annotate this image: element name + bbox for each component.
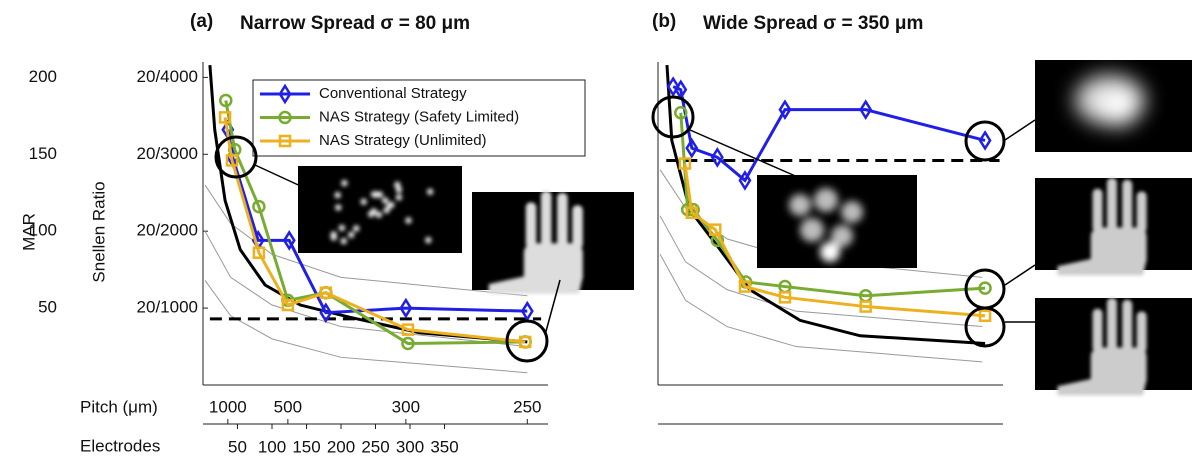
y2-tick-label: 20/3000 — [137, 144, 198, 163]
x2-tick-label: 300 — [392, 397, 420, 416]
y2-tick-label: 20/1000 — [137, 298, 198, 317]
marker — [253, 201, 264, 212]
marker — [220, 95, 231, 106]
y2-axis-label: Snellen Ratio — [89, 181, 108, 282]
marker — [522, 303, 532, 319]
inset-image — [298, 166, 462, 253]
chart-title: Narrow Spread σ = 80 μm — [240, 13, 470, 34]
x-tick-label: 300 — [396, 437, 424, 456]
marker — [860, 290, 871, 301]
marker — [321, 288, 331, 298]
x2-tick-label: 500 — [274, 397, 302, 416]
marker — [712, 149, 722, 165]
legend-label: Conventional Strategy — [319, 85, 467, 102]
marker — [710, 225, 720, 235]
marker — [680, 159, 690, 169]
marker — [980, 283, 991, 294]
x-tick-label: 50 — [228, 437, 247, 456]
series-line — [205, 280, 527, 372]
marker — [227, 155, 237, 165]
marker — [401, 300, 411, 316]
marker — [687, 140, 697, 156]
marker — [402, 338, 413, 349]
legend-label: NAS Strategy (Safety Limited) — [319, 108, 519, 125]
x-tick-label: 150 — [292, 437, 320, 456]
y-tick-label: 100 — [29, 221, 57, 240]
marker — [980, 311, 990, 321]
y-tick-label: 150 — [29, 144, 57, 163]
marker — [740, 282, 750, 292]
x2-tick-label: 250 — [513, 397, 541, 416]
marker — [780, 292, 790, 302]
marker — [687, 208, 697, 218]
x-tick-label: 200 — [327, 437, 355, 456]
panel-label: (b) — [652, 11, 676, 32]
marker — [980, 132, 990, 148]
figure: (a)Narrow Spread σ = 80 μmMARSnellen Rat… — [0, 0, 1192, 460]
y-tick-label: 200 — [29, 67, 57, 86]
x2-tick-label: 1000 — [209, 397, 247, 416]
x-tick-label: 350 — [430, 437, 458, 456]
x-axis-label: Electrodes — [80, 436, 160, 455]
chart-title: Wide Spread σ = 350 μm — [703, 13, 923, 34]
legend-label: NAS Strategy (Unlimited) — [319, 132, 487, 149]
series-line — [660, 254, 982, 362]
marker — [280, 112, 291, 123]
marker — [283, 300, 293, 310]
x-tick-label: 100 — [258, 437, 286, 456]
marker — [254, 248, 264, 258]
series-line — [673, 87, 985, 181]
marker — [861, 302, 871, 312]
y2-tick-label: 20/2000 — [137, 221, 198, 240]
y2-tick-label: 20/4000 — [137, 67, 198, 86]
marker — [779, 281, 790, 292]
y-tick-label: 50 — [38, 298, 57, 317]
marker — [861, 102, 871, 118]
x2-axis-label: Pitch (μm) — [80, 397, 158, 416]
marker — [220, 112, 230, 122]
marker — [675, 107, 686, 118]
panel-label: (a) — [190, 11, 213, 32]
x-tick-label: 250 — [361, 437, 389, 456]
marker — [403, 325, 413, 335]
marker — [280, 136, 290, 146]
marker — [520, 337, 530, 347]
